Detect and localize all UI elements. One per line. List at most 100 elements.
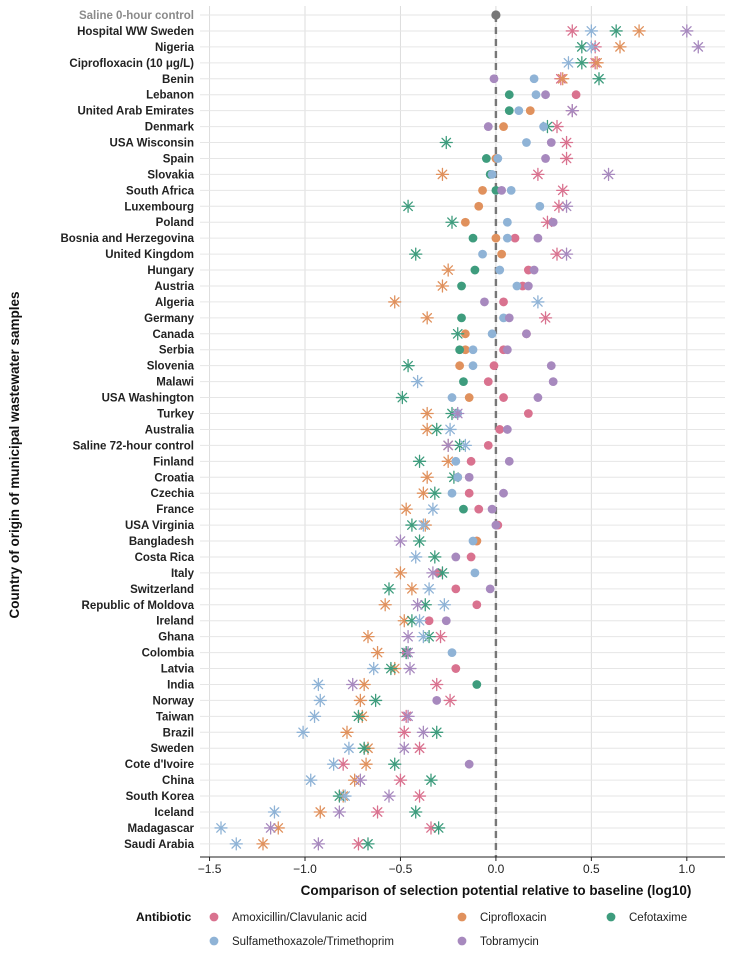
data-point-asterisk (393, 566, 408, 580)
legend-label: Amoxicillin/Clavulanic acid (232, 912, 367, 924)
data-point-dot (541, 90, 550, 100)
data-point-dot (464, 488, 474, 498)
legend: Antibiotic Amoxicillin/Clavulanic acid Ci… (136, 910, 687, 948)
y-tick-label: Nigeria (155, 42, 195, 54)
data-point-dot (474, 504, 484, 514)
y-tick-label: Latvia (161, 664, 195, 676)
data-point-asterisk (357, 741, 371, 755)
y-tick-label: Benin (162, 74, 194, 86)
y-tick-label: South Africa (126, 185, 195, 197)
y-tick-label: Sweden (151, 743, 194, 755)
data-point-dot (474, 201, 484, 211)
data-point-asterisk (403, 661, 417, 676)
data-point-asterisk (353, 773, 368, 787)
data-point-dot (546, 361, 556, 371)
data-point-dot (491, 233, 501, 243)
data-point-dot (455, 345, 465, 355)
data-point-asterisk (405, 582, 419, 596)
data-point-asterisk (401, 645, 415, 660)
y-tick-label: Slovakia (147, 169, 194, 181)
data-point-dot (455, 361, 465, 371)
y-tick-label: Italy (171, 568, 195, 580)
data-point-asterisk (561, 56, 576, 70)
y-tick-label: Serbia (159, 345, 195, 357)
data-point-asterisk (397, 614, 411, 628)
data-point-dot (525, 106, 535, 116)
y-axis-title: Country of origin of municipal wastewate… (7, 291, 22, 618)
data-point-asterisk (256, 837, 270, 851)
data-point-asterisk (367, 661, 381, 676)
series-tobramycin (263, 24, 705, 851)
data-point-asterisk (370, 805, 385, 819)
data-point-dot (472, 680, 482, 689)
data-point-dot (466, 552, 476, 562)
data-point-asterisk (416, 486, 431, 500)
data-point-asterisk (435, 566, 450, 580)
data-point-asterisk (359, 757, 373, 771)
data-point-asterisk (378, 598, 392, 612)
y-tick-label: Bangladesh (129, 536, 194, 548)
data-point-asterisk (531, 167, 545, 182)
data-point-dot (504, 313, 514, 323)
data-point-dot (451, 456, 461, 466)
y-tick-label: Ireland (156, 616, 194, 628)
data-point-asterisk (428, 550, 442, 564)
data-point-dot (447, 648, 457, 657)
y-tick-label: Bosnia and Herzegovina (60, 233, 194, 245)
data-point-dot (466, 456, 476, 466)
y-tick-label: Malawi (156, 377, 194, 389)
y-tick-label: United Arab Emirates (77, 106, 194, 118)
y-tick-label: Turkey (157, 409, 194, 421)
legend-title: Antibiotic (136, 910, 192, 924)
y-tick-label: India (167, 679, 194, 691)
data-point-asterisk (401, 359, 415, 373)
data-point-dot (470, 568, 480, 578)
y-tick-label: Finland (153, 456, 194, 468)
x-axis-title: Comparison of selection potential relati… (301, 883, 692, 898)
data-point-asterisk (531, 295, 545, 309)
data-point-asterisk (326, 757, 341, 771)
data-point-asterisk (351, 709, 366, 724)
data-point-asterisk (559, 247, 574, 261)
data-point-dot (504, 106, 514, 116)
data-point-dot (489, 361, 499, 371)
series-sulfamethoxazole-trimethoprim (214, 24, 599, 851)
y-tick-label: Switzerland (130, 584, 194, 596)
data-point-asterisk (401, 199, 415, 213)
data-point-asterisk (393, 534, 408, 548)
data-point-asterisk (388, 757, 402, 771)
data-point-asterisk (680, 24, 694, 38)
data-point-dot (460, 329, 470, 339)
data-point-asterisk (267, 805, 282, 819)
data-point-asterisk (304, 773, 318, 787)
data-point-dot (504, 456, 514, 466)
legend-label: Sulfamethoxazole/Trimethoprim (232, 936, 394, 948)
y-tick-label: USA Wisconsin (110, 138, 194, 150)
data-point-asterisk (412, 454, 427, 468)
data-point-asterisk (361, 630, 375, 644)
data-point-asterisk (430, 677, 444, 692)
data-point-asterisk (409, 550, 423, 564)
data-point-asterisk (433, 630, 448, 644)
x-tick-label: −1.0 (293, 862, 317, 876)
data-point-asterisk (353, 693, 368, 708)
data-point-asterisk (441, 263, 455, 277)
data-point-dot (441, 616, 451, 626)
data-point-asterisk (691, 40, 705, 54)
data-point-asterisk (311, 837, 326, 851)
y-tick-label: France (156, 504, 194, 516)
y-tick-label: Austria (154, 281, 194, 293)
data-point-asterisk (538, 311, 553, 325)
data-point-dot (499, 488, 508, 498)
legend-item-ciprofloxacin: Ciprofloxacin (457, 912, 546, 924)
data-point-asterisk (382, 582, 396, 596)
data-point-asterisk (313, 805, 327, 819)
data-point-asterisk (412, 614, 427, 628)
data-point-asterisk (412, 789, 427, 803)
data-point-dot (489, 74, 499, 84)
y-tick-label: Germany (144, 313, 194, 325)
data-point-asterisk (435, 279, 450, 293)
data-point-dot (539, 122, 549, 131)
y-tick-label: Iceland (154, 807, 194, 819)
